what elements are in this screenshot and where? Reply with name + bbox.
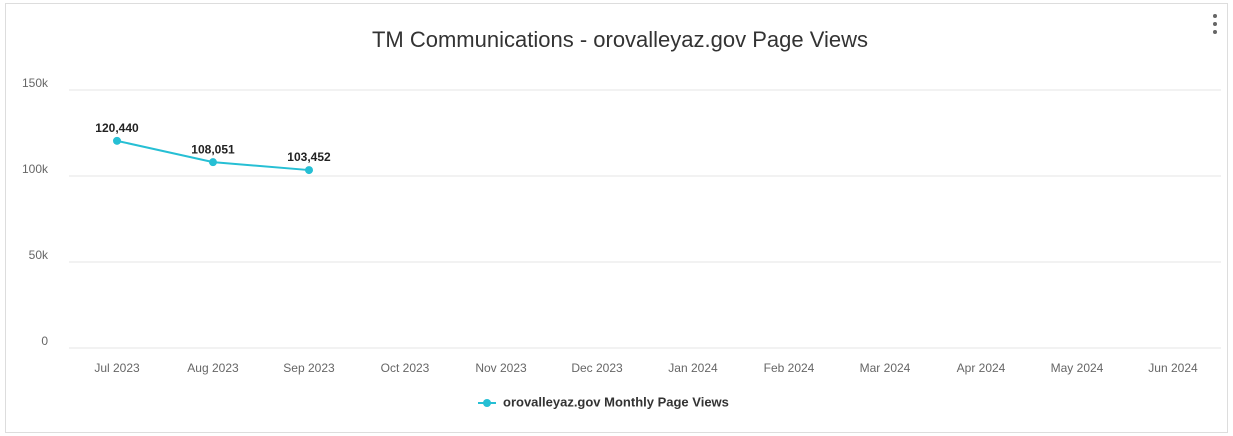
card-border (5, 3, 1228, 433)
menu-icon[interactable] (1213, 14, 1217, 34)
x-tick-label: Oct 2023 (381, 361, 430, 375)
menu-dot[interactable] (1213, 14, 1217, 18)
legend-marker (483, 399, 491, 407)
y-tick-label: 150k (22, 76, 49, 90)
x-tick-label: Feb 2024 (764, 361, 815, 375)
x-tick-label: Aug 2023 (187, 361, 239, 375)
x-tick-label: Jul 2023 (94, 361, 140, 375)
x-tick-label: Dec 2023 (571, 361, 623, 375)
legend-label: orovalleyaz.gov Monthly Page Views (503, 394, 729, 409)
point-marker (113, 136, 121, 145)
x-tick-label: Apr 2024 (957, 361, 1006, 375)
x-tick-label: Jun 2024 (1148, 361, 1198, 375)
y-tick-label: 0 (41, 334, 48, 348)
point-marker (305, 166, 313, 175)
chart-title: TM Communications - orovalleyaz.gov Page… (372, 27, 868, 52)
x-tick-label: Mar 2024 (860, 361, 911, 375)
point-marker (209, 158, 217, 167)
y-tick-label: 100k (22, 162, 49, 176)
x-tick-label: Nov 2023 (475, 361, 527, 375)
y-tick-label: 50k (29, 248, 49, 262)
data-label: 120,440 (95, 121, 139, 135)
data-label: 108,051 (191, 142, 235, 156)
x-tick-label: Jan 2024 (668, 361, 718, 375)
menu-dot[interactable] (1213, 30, 1217, 34)
x-tick-label: May 2024 (1051, 361, 1104, 375)
data-label: 103,452 (287, 150, 331, 164)
x-tick-label: Sep 2023 (283, 361, 335, 375)
menu-dot[interactable] (1213, 22, 1217, 26)
